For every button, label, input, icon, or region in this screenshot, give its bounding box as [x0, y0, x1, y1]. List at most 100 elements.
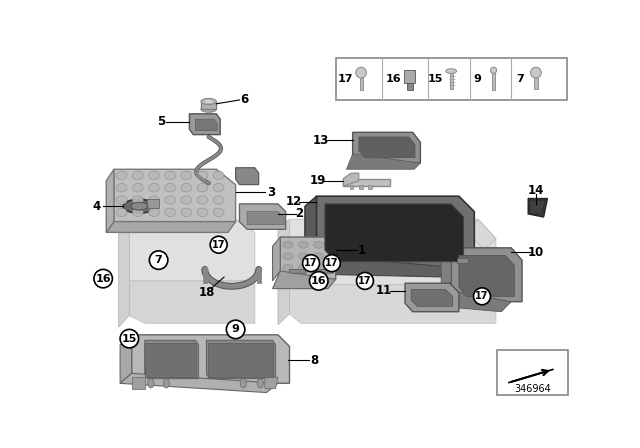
Ellipse shape: [314, 264, 324, 271]
Text: 19: 19: [310, 174, 326, 187]
Circle shape: [490, 67, 497, 73]
Ellipse shape: [201, 106, 216, 112]
Ellipse shape: [257, 379, 263, 388]
Circle shape: [303, 255, 319, 271]
Circle shape: [531, 67, 541, 78]
Circle shape: [149, 251, 168, 269]
Polygon shape: [289, 220, 496, 285]
Polygon shape: [208, 343, 273, 377]
Circle shape: [120, 329, 139, 348]
Ellipse shape: [148, 184, 159, 192]
Ellipse shape: [132, 208, 143, 217]
Text: 14: 14: [528, 184, 544, 197]
Ellipse shape: [298, 253, 308, 260]
Text: 16: 16: [386, 74, 401, 84]
Polygon shape: [129, 220, 255, 281]
Bar: [534, 78, 538, 89]
Polygon shape: [316, 269, 333, 273]
Polygon shape: [411, 289, 452, 306]
Polygon shape: [206, 340, 276, 379]
Bar: [406, 83, 413, 90]
Polygon shape: [346, 154, 420, 169]
Ellipse shape: [181, 196, 192, 204]
Text: 15: 15: [122, 334, 137, 344]
Circle shape: [356, 67, 367, 78]
Polygon shape: [280, 237, 336, 280]
Polygon shape: [145, 340, 198, 379]
Text: 8: 8: [310, 354, 318, 367]
Ellipse shape: [148, 196, 159, 204]
Text: 17: 17: [358, 276, 372, 286]
Ellipse shape: [240, 379, 246, 388]
Ellipse shape: [213, 171, 224, 180]
Polygon shape: [353, 132, 420, 163]
Polygon shape: [201, 102, 216, 109]
Text: 15: 15: [428, 74, 443, 84]
Ellipse shape: [197, 208, 208, 217]
Polygon shape: [120, 373, 278, 392]
Polygon shape: [106, 169, 114, 233]
Circle shape: [356, 272, 373, 289]
Ellipse shape: [283, 253, 293, 260]
Ellipse shape: [164, 171, 175, 180]
Bar: [336, 58, 566, 100]
Ellipse shape: [123, 199, 156, 213]
Polygon shape: [236, 168, 259, 185]
Circle shape: [210, 236, 227, 253]
Text: 4: 4: [93, 200, 101, 213]
Polygon shape: [344, 173, 359, 186]
Text: 1: 1: [358, 244, 366, 257]
Text: 346964: 346964: [515, 383, 551, 394]
Text: 11: 11: [376, 284, 392, 297]
Ellipse shape: [446, 69, 456, 73]
Polygon shape: [441, 291, 511, 312]
Polygon shape: [273, 237, 280, 281]
Polygon shape: [132, 377, 145, 389]
Polygon shape: [316, 196, 474, 268]
Text: 16: 16: [95, 274, 111, 284]
Polygon shape: [459, 255, 515, 296]
Polygon shape: [344, 178, 390, 186]
Polygon shape: [305, 196, 316, 266]
Polygon shape: [530, 200, 545, 214]
Ellipse shape: [201, 99, 216, 104]
Text: 5: 5: [157, 115, 165, 128]
Ellipse shape: [116, 171, 127, 180]
Polygon shape: [106, 222, 236, 233]
Text: 18: 18: [199, 286, 215, 299]
Ellipse shape: [116, 208, 127, 217]
Text: 17: 17: [325, 258, 339, 268]
Text: 2: 2: [296, 207, 303, 220]
Ellipse shape: [283, 264, 293, 271]
Circle shape: [310, 271, 328, 290]
Polygon shape: [528, 198, 547, 217]
Ellipse shape: [213, 196, 224, 204]
Text: 17: 17: [337, 74, 353, 84]
Polygon shape: [265, 377, 278, 389]
Ellipse shape: [181, 171, 192, 180]
Bar: [349, 185, 353, 189]
Polygon shape: [289, 269, 307, 273]
Ellipse shape: [197, 171, 208, 180]
Polygon shape: [456, 258, 468, 263]
Ellipse shape: [298, 264, 308, 271]
Bar: [497, 350, 568, 395]
Text: 17: 17: [304, 258, 318, 268]
Ellipse shape: [181, 208, 192, 217]
Polygon shape: [189, 114, 220, 134]
Text: 6: 6: [241, 94, 249, 107]
Text: 7: 7: [516, 74, 524, 84]
Text: 7: 7: [155, 255, 163, 265]
Ellipse shape: [298, 241, 308, 248]
Ellipse shape: [163, 379, 170, 388]
Polygon shape: [118, 220, 129, 327]
Bar: [360, 78, 363, 90]
Ellipse shape: [197, 196, 208, 204]
Bar: [368, 185, 372, 189]
Bar: [404, 69, 415, 83]
Ellipse shape: [116, 196, 127, 204]
Text: 12: 12: [285, 195, 301, 208]
Ellipse shape: [197, 184, 208, 192]
Polygon shape: [147, 198, 159, 208]
Ellipse shape: [148, 208, 159, 217]
